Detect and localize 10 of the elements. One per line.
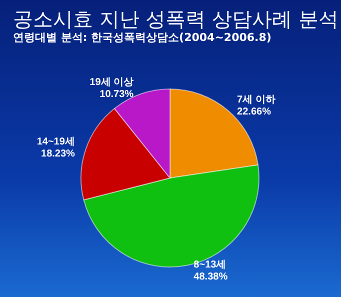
slice-label: 19세 이상 <box>90 76 134 88</box>
chart-subtitle: 연령대별 분석: 한국성폭력상담소(2004~2006.8) <box>13 31 272 44</box>
slice-label: 7세 이하 <box>237 94 276 106</box>
chart-title: 공소시효 지난 성폭력 상담사례 분석 <box>13 7 338 31</box>
data-label: 48.38% <box>194 272 228 283</box>
data-label: 18.23% <box>41 148 76 160</box>
slice-label: 14~19세 <box>36 136 75 148</box>
data-label: 10.73% <box>100 88 134 100</box>
data-label: 22.66% <box>237 106 272 118</box>
slice-label: 8~13세 <box>194 260 226 271</box>
